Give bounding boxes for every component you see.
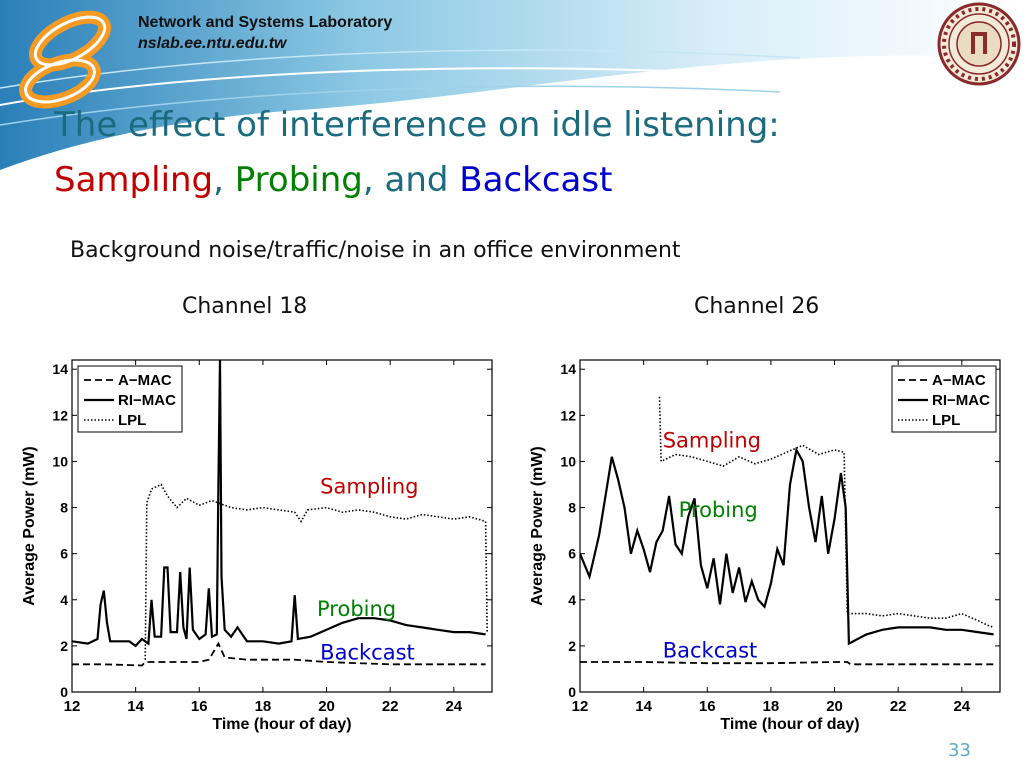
x-tick-label: 22: [890, 698, 907, 715]
x-tick-label: 22: [382, 698, 399, 715]
legend-entry: A−MAC: [932, 372, 986, 389]
y-tick-label: 10: [52, 453, 68, 469]
y-tick-label: 0: [568, 684, 576, 700]
university-seal-icon: [937, 2, 1021, 86]
y-tick-label: 8: [568, 500, 576, 516]
x-tick-label: 14: [127, 698, 144, 715]
slide-title-line2: Sampling, Probing, and Backcast: [54, 160, 612, 200]
y-tick-label: 14: [560, 361, 576, 377]
legend-entry: A−MAC: [118, 372, 172, 389]
annotation-probing: Probing: [679, 498, 758, 522]
annotation-backcast: Backcast: [320, 641, 415, 665]
x-tick-label: 16: [699, 698, 716, 715]
title-sep-1: ,: [213, 160, 224, 200]
title-word-backcast: Backcast: [459, 160, 613, 200]
y-axis-label: Average Power (mW): [21, 446, 38, 605]
series-line-lpl: [144, 483, 488, 660]
lab-url: nslab.ee.ntu.edu.tw: [138, 35, 287, 52]
annotation-backcast: Backcast: [663, 638, 758, 662]
x-tick-label: 18: [255, 698, 272, 715]
x-axis-label: Time (hour of day): [720, 716, 859, 733]
page-number: 33: [948, 740, 971, 761]
x-tick-label: 12: [64, 698, 81, 715]
title-word-probing: Probing: [234, 160, 363, 200]
legend-entry: RI−MAC: [118, 392, 176, 409]
series-line-rimac: [72, 360, 486, 648]
annotation-sampling: Sampling: [663, 429, 761, 453]
x-tick-label: 24: [953, 698, 970, 715]
slide-subtitle: Background noise/traffic/noise in an off…: [70, 238, 681, 263]
y-tick-label: 12: [560, 407, 576, 423]
header-banner: [0, 0, 1024, 170]
lab-name: Network and Systems Laboratory: [138, 14, 393, 31]
x-tick-label: 14: [635, 698, 652, 715]
legend-entry: LPL: [118, 412, 146, 429]
x-tick-label: 20: [826, 698, 843, 715]
channel-18-label: Channel 18: [182, 294, 308, 319]
title-word-sampling: Sampling: [54, 160, 214, 200]
x-tick-label: 24: [445, 698, 462, 715]
series-line-lpl: [658, 396, 994, 629]
title-sep-2: , and: [362, 160, 449, 200]
y-tick-label: 6: [60, 546, 68, 562]
channel-26-label: Channel 26: [694, 294, 820, 319]
y-tick-label: 6: [568, 546, 576, 562]
y-tick-label: 4: [568, 592, 576, 608]
y-axis-label: Average Power (mW): [529, 446, 546, 605]
y-tick-label: 10: [560, 453, 576, 469]
annotation-probing: Probing: [317, 597, 396, 621]
y-tick-label: 12: [52, 407, 68, 423]
y-tick-label: 2: [60, 638, 68, 654]
y-tick-label: 0: [60, 684, 68, 700]
nslab-infinity-logo-icon: [19, 10, 112, 109]
x-tick-label: 18: [763, 698, 780, 715]
y-tick-label: 8: [60, 500, 68, 516]
y-tick-label: 14: [52, 361, 68, 377]
x-tick-label: 12: [572, 698, 589, 715]
legend-entry: LPL: [932, 412, 960, 429]
y-tick-label: 2: [568, 638, 576, 654]
annotation-sampling: Sampling: [320, 475, 418, 499]
legend-entry: RI−MAC: [932, 392, 990, 409]
series-line-rimac: [580, 446, 994, 646]
x-axis-label: Time (hour of day): [212, 716, 351, 733]
x-tick-label: 16: [191, 698, 208, 715]
slide-title-line1: The effect of interference on idle liste…: [54, 105, 780, 145]
y-tick-label: 4: [60, 592, 68, 608]
x-tick-label: 20: [318, 698, 335, 715]
